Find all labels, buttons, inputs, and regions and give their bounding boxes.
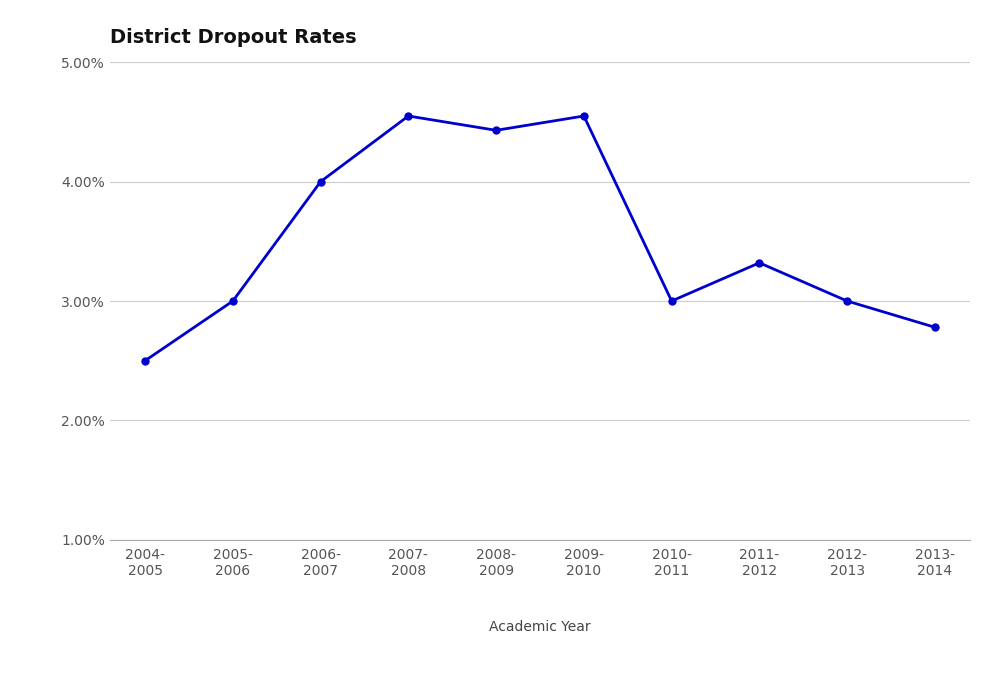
X-axis label: Academic Year: Academic Year: [489, 620, 591, 634]
Text: District Dropout Rates: District Dropout Rates: [110, 28, 357, 47]
